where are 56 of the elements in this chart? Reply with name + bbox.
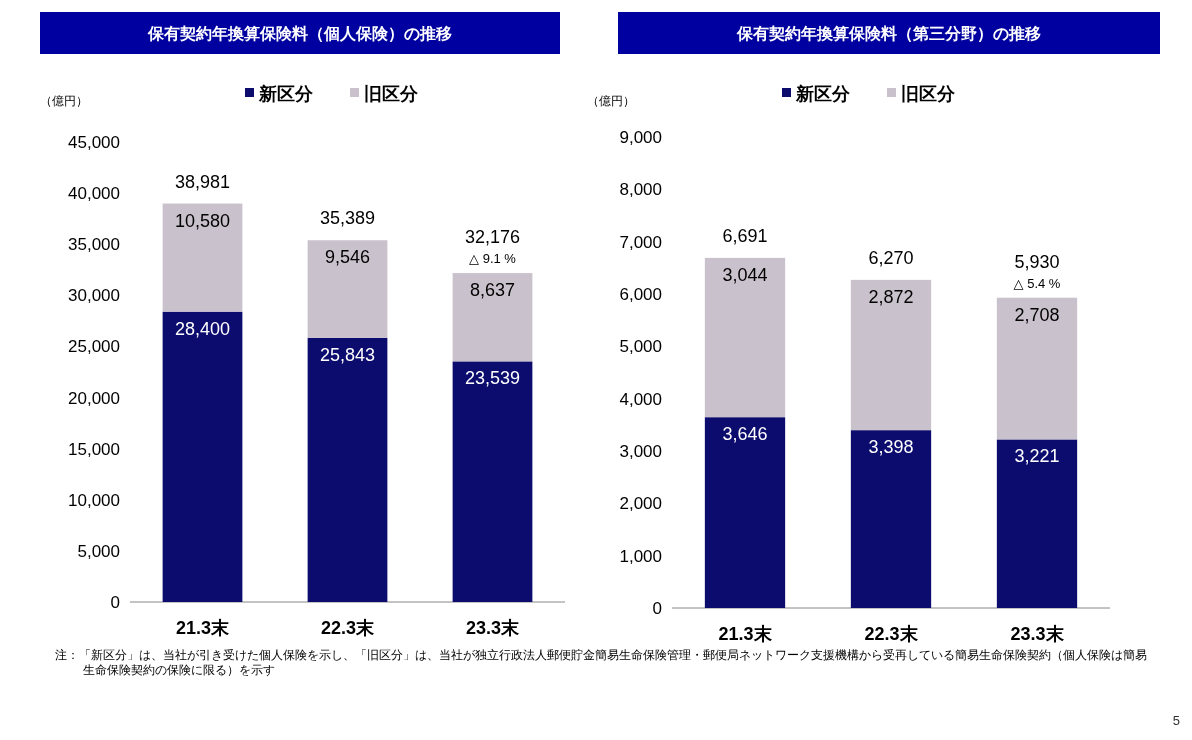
y-tick-label: 4,000 — [619, 389, 662, 409]
legend-label: 新区分 — [258, 84, 314, 104]
y-tick-label: 9,000 — [619, 128, 662, 147]
y-tick-label: 0 — [652, 599, 662, 618]
x-tick-label: 23.3末 — [1010, 624, 1065, 644]
x-tick-label: 22.3末 — [320, 618, 376, 638]
x-tick-label: 21.3末 — [718, 624, 773, 644]
legend-label: 新区分 — [795, 84, 851, 104]
annotation: △ 5.4 % — [1013, 275, 1061, 291]
y-tick-label: 10,000 — [68, 490, 120, 510]
chart-title: 保有契約年換算保険料（第三分野）の推移 — [736, 25, 1041, 43]
data-label: 9,546 — [324, 247, 371, 268]
legend-label: 旧区分 — [364, 84, 419, 104]
y-tick-label: 5,000 — [619, 337, 662, 357]
y-tick-label: 1,000 — [619, 546, 662, 566]
data-label: 3,398 — [868, 437, 914, 458]
data-label: 23,539 — [464, 368, 521, 389]
y-axis-title: （億円） — [587, 94, 635, 108]
data-label: 3,646 — [722, 424, 768, 445]
y-tick-label: 15,000 — [68, 439, 120, 459]
data-label: 2,872 — [868, 286, 914, 307]
x-tick-label: 22.3末 — [864, 624, 919, 644]
data-label: 10,580 — [174, 210, 231, 231]
total-label: 35,389 — [319, 208, 376, 229]
data-label: 2,708 — [1014, 304, 1060, 325]
y-tick-label: 20,000 — [68, 388, 120, 408]
y-axis-title: （億円） — [40, 94, 88, 108]
total-label: 6,691 — [722, 225, 768, 246]
y-tick-label: 6,000 — [619, 285, 662, 304]
x-tick-label: 23.3末 — [465, 618, 521, 638]
data-label: 8,637 — [469, 280, 516, 301]
y-tick-label: 40,000 — [68, 184, 120, 204]
y-tick-label: 8,000 — [619, 180, 662, 200]
y-tick-label: 25,000 — [68, 337, 120, 357]
data-label: 3,221 — [1014, 446, 1060, 467]
y-tick-label: 7,000 — [619, 232, 662, 252]
text: 5 — [1172, 713, 1180, 728]
data-label: 25,843 — [319, 344, 376, 365]
total-label: 32,176 — [464, 227, 521, 248]
y-tick-label: 3,000 — [619, 442, 662, 461]
annotation: △ 9.1 % — [469, 251, 517, 267]
data-label: 3,044 — [722, 264, 768, 285]
data-label: 28,400 — [174, 318, 231, 339]
y-tick-label: 2,000 — [619, 494, 662, 514]
y-tick-label: 5,000 — [77, 541, 120, 561]
total-label: 38,981 — [174, 171, 231, 192]
y-tick-label: 45,000 — [68, 133, 120, 152]
legend-label: 旧区分 — [901, 84, 956, 104]
y-tick-label: 35,000 — [68, 235, 120, 255]
y-tick-label: 30,000 — [68, 286, 120, 306]
total-label: 6,270 — [868, 247, 914, 268]
y-tick-label: 0 — [110, 593, 120, 612]
total-label: 5,930 — [1014, 251, 1060, 272]
x-tick-label: 21.3末 — [175, 618, 231, 638]
chart-title: 保有契約年換算保険料（個人保険）の推移 — [147, 25, 452, 43]
text: 注：「新区分」は、当社が引き受けた個人保険を示し、「旧区分」は、当社が独立行政法人郵便貯金簡易生命保険管理・郵便局ネットワーク支援機構から受再している簡易生命保険契約（個人保険は簡易生命保険契約の保険に限る）を示す — [55, 648, 1148, 678]
